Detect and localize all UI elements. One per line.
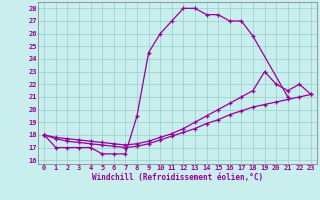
X-axis label: Windchill (Refroidissement éolien,°C): Windchill (Refroidissement éolien,°C) bbox=[92, 173, 263, 182]
